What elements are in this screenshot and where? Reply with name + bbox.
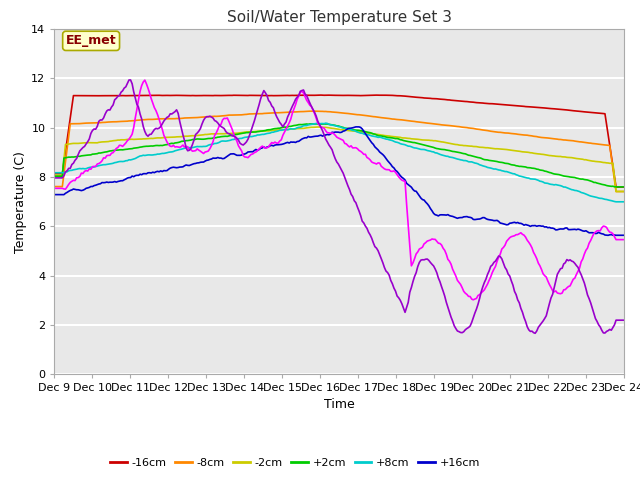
+32cm bbox=[301, 94, 309, 99]
+32cm bbox=[141, 77, 148, 83]
+8cm bbox=[322, 120, 330, 126]
-2cm bbox=[590, 158, 598, 164]
-2cm bbox=[612, 189, 620, 194]
+32cm bbox=[250, 150, 258, 156]
-16cm bbox=[300, 93, 307, 98]
-2cm bbox=[220, 131, 228, 137]
+2cm bbox=[220, 133, 228, 139]
+16cm bbox=[249, 149, 257, 155]
+32cm bbox=[222, 116, 230, 121]
-16cm bbox=[249, 93, 257, 98]
+2cm bbox=[51, 173, 58, 179]
X-axis label: Time: Time bbox=[324, 397, 355, 410]
+16cm bbox=[354, 124, 362, 130]
+32cm bbox=[591, 229, 599, 235]
-8cm bbox=[220, 113, 228, 119]
+64cm bbox=[51, 175, 58, 181]
-2cm bbox=[314, 124, 322, 130]
+64cm bbox=[531, 330, 539, 336]
-8cm bbox=[590, 141, 598, 146]
+8cm bbox=[220, 138, 228, 144]
-8cm bbox=[306, 108, 314, 114]
+64cm bbox=[301, 91, 309, 97]
-8cm bbox=[120, 119, 128, 124]
Line: -8cm: -8cm bbox=[54, 111, 624, 192]
+32cm bbox=[241, 154, 248, 160]
+2cm bbox=[239, 130, 247, 136]
+8cm bbox=[300, 123, 307, 129]
+2cm bbox=[249, 129, 257, 135]
+8cm bbox=[590, 194, 598, 200]
-8cm bbox=[239, 112, 247, 118]
+8cm bbox=[239, 135, 247, 141]
+16cm bbox=[590, 230, 598, 236]
Line: +16cm: +16cm bbox=[54, 127, 624, 235]
+2cm bbox=[300, 121, 307, 127]
+8cm bbox=[249, 133, 257, 139]
Line: +32cm: +32cm bbox=[54, 80, 624, 300]
Y-axis label: Temperature (C): Temperature (C) bbox=[14, 151, 27, 252]
Line: +8cm: +8cm bbox=[54, 123, 624, 202]
+16cm bbox=[620, 232, 628, 238]
-8cm bbox=[51, 184, 58, 190]
-8cm bbox=[620, 189, 628, 194]
+16cm bbox=[51, 192, 58, 197]
+64cm bbox=[250, 118, 258, 124]
+2cm bbox=[590, 180, 598, 185]
-16cm bbox=[612, 184, 620, 190]
+32cm bbox=[51, 185, 58, 191]
-16cm bbox=[590, 110, 598, 116]
+2cm bbox=[120, 147, 128, 153]
-16cm bbox=[51, 171, 58, 177]
+64cm bbox=[591, 316, 599, 322]
+2cm bbox=[620, 184, 628, 190]
+64cm bbox=[222, 129, 230, 134]
+32cm bbox=[469, 297, 477, 303]
+8cm bbox=[620, 199, 628, 204]
-8cm bbox=[612, 189, 620, 194]
+16cm bbox=[120, 177, 128, 183]
-16cm bbox=[239, 93, 247, 98]
+32cm bbox=[620, 237, 628, 242]
+8cm bbox=[120, 158, 128, 164]
+64cm bbox=[127, 77, 134, 83]
+2cm bbox=[312, 121, 320, 127]
Text: EE_met: EE_met bbox=[66, 35, 116, 48]
Line: +64cm: +64cm bbox=[54, 80, 624, 333]
-2cm bbox=[120, 137, 128, 143]
-16cm bbox=[620, 184, 628, 190]
+16cm bbox=[220, 156, 228, 161]
-2cm bbox=[249, 129, 257, 135]
+32cm bbox=[120, 142, 128, 147]
-16cm bbox=[120, 93, 128, 98]
+64cm bbox=[620, 317, 628, 323]
+16cm bbox=[604, 232, 612, 238]
-16cm bbox=[220, 93, 228, 98]
+2cm bbox=[612, 184, 620, 190]
-2cm bbox=[51, 172, 58, 178]
Line: -16cm: -16cm bbox=[54, 95, 624, 187]
Title: Soil/Water Temperature Set 3: Soil/Water Temperature Set 3 bbox=[227, 10, 452, 25]
-2cm bbox=[620, 189, 628, 194]
-8cm bbox=[300, 108, 307, 114]
Line: +2cm: +2cm bbox=[54, 124, 624, 187]
+64cm bbox=[241, 141, 248, 146]
+16cm bbox=[239, 151, 247, 157]
+8cm bbox=[612, 199, 620, 204]
-8cm bbox=[249, 111, 257, 117]
+64cm bbox=[120, 85, 128, 91]
-2cm bbox=[239, 130, 247, 135]
+16cm bbox=[300, 135, 307, 141]
-2cm bbox=[300, 125, 307, 131]
Line: -2cm: -2cm bbox=[54, 127, 624, 192]
-16cm bbox=[317, 92, 324, 98]
+8cm bbox=[51, 170, 58, 176]
